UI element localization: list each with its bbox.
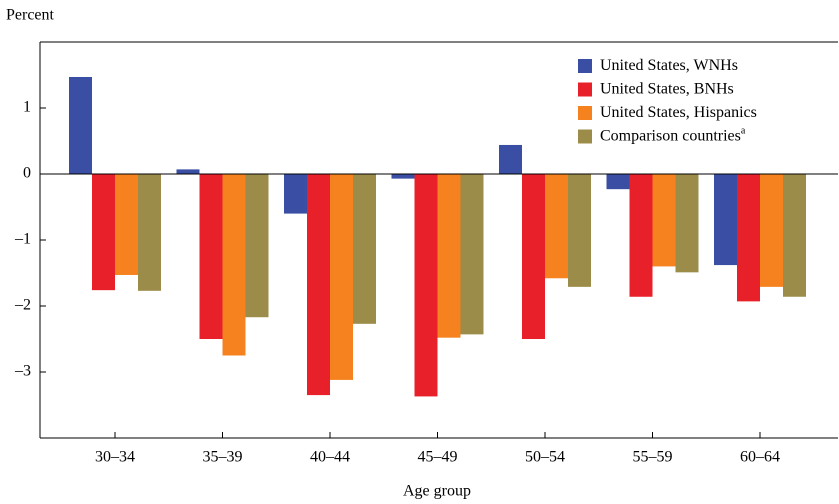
bar — [568, 174, 591, 287]
x-tick-label: 45–49 — [418, 449, 458, 466]
legend-label-text: United States, BNHs — [600, 80, 734, 97]
x-tick-label: 55–59 — [633, 449, 673, 466]
bar — [245, 174, 269, 318]
legend-swatch — [578, 59, 592, 73]
bar — [414, 174, 438, 397]
y-tick-label: 1 — [23, 99, 31, 116]
bar — [330, 174, 353, 380]
bar — [760, 174, 783, 287]
legend-label: United States, WNHs — [600, 57, 738, 74]
x-tick-label: 35–39 — [203, 449, 243, 466]
bar — [714, 174, 737, 266]
bar — [606, 174, 630, 190]
bar — [545, 174, 568, 279]
y-tick-label: –3 — [14, 363, 31, 380]
legend-label-text: United States, WNHs — [600, 57, 738, 74]
bar — [737, 174, 760, 302]
bar — [675, 174, 699, 273]
y-tick-label: –1 — [14, 231, 31, 248]
bar — [284, 174, 307, 214]
legend-swatch — [578, 82, 592, 97]
bar — [391, 174, 415, 179]
bar — [437, 174, 461, 338]
bar — [460, 174, 484, 335]
legend-label-text: United States, Hispanics — [600, 104, 757, 121]
legend-label-superscript: a — [741, 126, 746, 137]
x-tick-label: 40–44 — [310, 449, 350, 466]
y-tick-label: 0 — [23, 165, 31, 182]
bar — [499, 144, 522, 174]
bar — [629, 174, 653, 297]
y-axis-title: Percent — [6, 7, 55, 24]
bar — [783, 174, 806, 297]
bar — [222, 174, 246, 356]
legend-label: United States, Hispanics — [600, 104, 757, 121]
bar — [138, 174, 161, 291]
bar — [199, 174, 223, 339]
bar — [353, 174, 376, 324]
bar — [115, 174, 138, 275]
x-tick-label: 60–64 — [740, 449, 780, 466]
bar — [176, 169, 200, 174]
legend-label-text: Comparison countries — [600, 127, 741, 144]
bar — [522, 174, 545, 339]
bar — [307, 174, 330, 396]
bar — [92, 174, 115, 291]
legend-label: Comparison countriesa — [600, 126, 746, 144]
y-tick-label: –2 — [14, 297, 31, 314]
legend-swatch — [578, 106, 592, 120]
bar — [69, 76, 92, 174]
legend-swatch — [578, 129, 592, 144]
x-axis-title: Age group — [403, 483, 471, 500]
bar — [652, 174, 676, 267]
x-tick-label: 50–54 — [525, 449, 565, 466]
legend-label: United States, BNHs — [600, 80, 734, 97]
x-tick-label: 30–34 — [95, 449, 135, 466]
